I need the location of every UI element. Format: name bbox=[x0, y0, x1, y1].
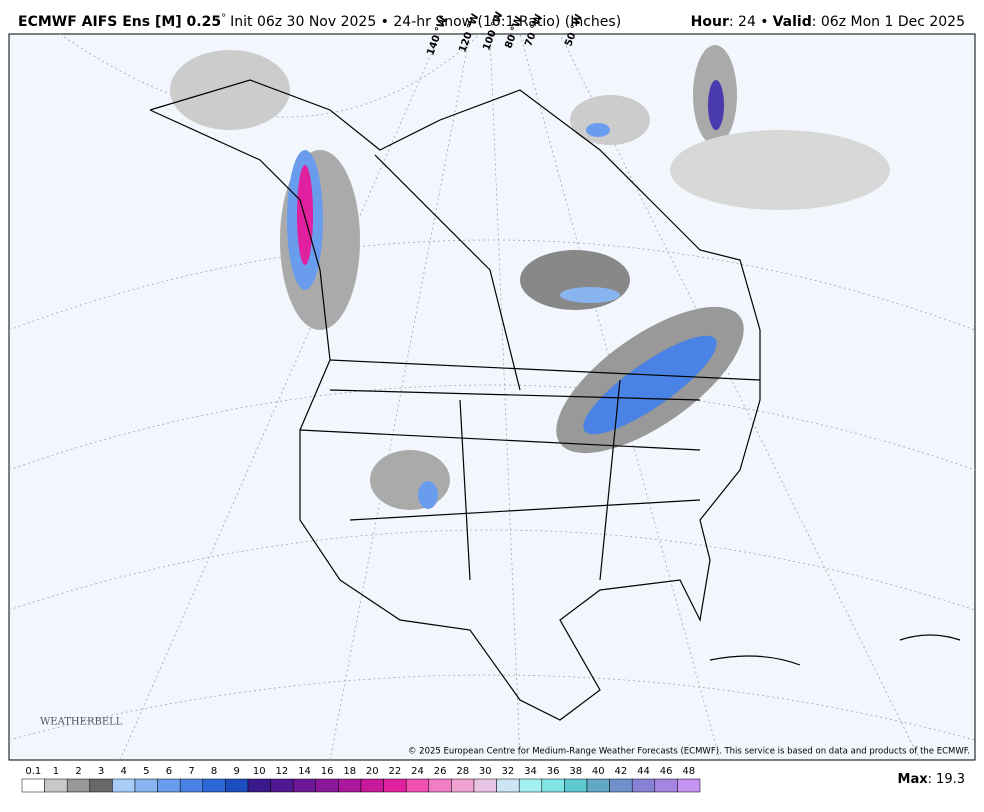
colorbar-swatch bbox=[338, 778, 362, 793]
colorbar-swatch bbox=[564, 778, 588, 793]
colorbar-swatch bbox=[225, 778, 249, 793]
colorbar-swatch bbox=[609, 778, 633, 793]
colorbar-swatch bbox=[451, 778, 475, 793]
colorbar-label: 6 bbox=[166, 766, 172, 777]
max-value: 19.3 bbox=[936, 772, 965, 787]
colorbar-label: 12 bbox=[276, 766, 289, 777]
colorbar-label: 14 bbox=[298, 766, 311, 777]
colorbar-swatch bbox=[66, 778, 91, 793]
colorbar-label: 18 bbox=[343, 766, 356, 777]
colorbar-label: 8 bbox=[211, 766, 217, 777]
hour-label: Hour bbox=[691, 14, 729, 30]
colorbar-swatch bbox=[112, 778, 136, 793]
colorbar-swatch bbox=[21, 778, 45, 793]
colorbar-swatch bbox=[677, 778, 701, 793]
valid-value: : 06z Mon 1 Dec 2025 bbox=[812, 14, 965, 30]
colorbar-swatch bbox=[292, 778, 317, 793]
header-right: Hour: 24 • Valid: 06z Mon 1 Dec 2025 bbox=[691, 14, 965, 30]
title: ECMWF AIFS Ens [M] 0.25 bbox=[18, 14, 221, 30]
colorbar-swatch bbox=[270, 778, 294, 793]
colorbar-label: 5 bbox=[143, 766, 149, 777]
valid-label: Valid bbox=[773, 14, 812, 30]
max: Max: 19.3 bbox=[898, 772, 965, 787]
colorbar-swatch bbox=[631, 778, 656, 793]
header-left: ECMWF AIFS Ens [M] 0.25° Init 06z 30 Nov … bbox=[18, 13, 621, 30]
colorbar-label: 46 bbox=[660, 766, 673, 777]
colorbar-swatch bbox=[44, 778, 68, 793]
colorbar-label: 44 bbox=[637, 766, 650, 777]
colorbar-label: 38 bbox=[569, 766, 582, 777]
colorbar-label: 2 bbox=[75, 766, 81, 777]
colorbar-label: 42 bbox=[615, 766, 628, 777]
colorbar-swatch bbox=[586, 778, 610, 793]
colorbar-label: 9 bbox=[234, 766, 240, 777]
colorbar-swatch bbox=[202, 778, 226, 793]
colorbar-label: 26 bbox=[434, 766, 447, 777]
colorbar-label: 48 bbox=[682, 766, 695, 777]
map: 140 °W 120 °W 100 °W80 °W70 °W 50 °W WEATHE… bbox=[8, 10, 976, 761]
colorbar-label: 34 bbox=[524, 766, 537, 777]
colorbar-swatch bbox=[654, 778, 678, 793]
colorbar-label: 4 bbox=[121, 766, 127, 777]
colorbar-swatch bbox=[496, 778, 520, 793]
colorbar-label: 32 bbox=[502, 766, 515, 777]
degree: ° bbox=[221, 13, 226, 24]
colorbar-label: 24 bbox=[411, 766, 424, 777]
colorbar-swatch bbox=[315, 778, 339, 793]
colorbar-swatch bbox=[360, 778, 384, 793]
colorbar-swatch bbox=[247, 778, 271, 793]
colorbar-label: 0.1 bbox=[25, 766, 41, 777]
colorbar-swatch bbox=[179, 778, 204, 793]
colorbar-label: 30 bbox=[479, 766, 492, 777]
colorbar-label: 7 bbox=[188, 766, 194, 777]
coastlines bbox=[149, 79, 961, 721]
max-separator: : bbox=[928, 772, 932, 787]
colorbar-swatch bbox=[541, 778, 565, 793]
logo: WEATHERBELL bbox=[40, 717, 123, 728]
colorbar-label: 40 bbox=[592, 766, 605, 777]
snow-shading bbox=[170, 45, 890, 510]
colorbar-label: 28 bbox=[456, 766, 469, 777]
copyright: © 2025 European Centre for Medium-Range … bbox=[408, 747, 970, 757]
colorbar-label: 36 bbox=[547, 766, 560, 777]
colorbar-label: 16 bbox=[321, 766, 334, 777]
colorbar-label: 22 bbox=[389, 766, 402, 777]
colorbar-swatch bbox=[383, 778, 407, 793]
colorbar-label: 3 bbox=[98, 766, 104, 777]
max-label: Max bbox=[898, 772, 929, 787]
hour-value: : 24 • bbox=[729, 14, 769, 30]
colorbar-swatch bbox=[405, 778, 430, 793]
colorbar-label: 20 bbox=[366, 766, 379, 777]
colorbar-swatch bbox=[428, 778, 452, 793]
colorbar-swatch bbox=[157, 778, 181, 793]
colorbar-swatch bbox=[473, 778, 497, 793]
colorbar: 0.1 1 2 3 4 5 6 7 8 9 10 12 14 16 18 20 22 24 26 28 30 32 34 36… bbox=[21, 766, 701, 793]
colorbar-label: 1 bbox=[53, 766, 59, 777]
colorbar-label: 10 bbox=[253, 766, 266, 777]
colorbar-swatch bbox=[518, 778, 543, 793]
colorbar-swatch bbox=[134, 778, 158, 793]
colorbar-swatch bbox=[89, 778, 113, 793]
subtitle: Init 06z 30 Nov 2025 • 24-hr Snow (10:1 … bbox=[230, 14, 621, 30]
